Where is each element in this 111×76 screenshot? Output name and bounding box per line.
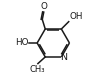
Text: N: N [60, 53, 67, 62]
Text: OH: OH [69, 12, 83, 21]
Text: HO: HO [15, 38, 29, 48]
Text: CH₃: CH₃ [30, 65, 45, 74]
Text: O: O [41, 2, 48, 11]
